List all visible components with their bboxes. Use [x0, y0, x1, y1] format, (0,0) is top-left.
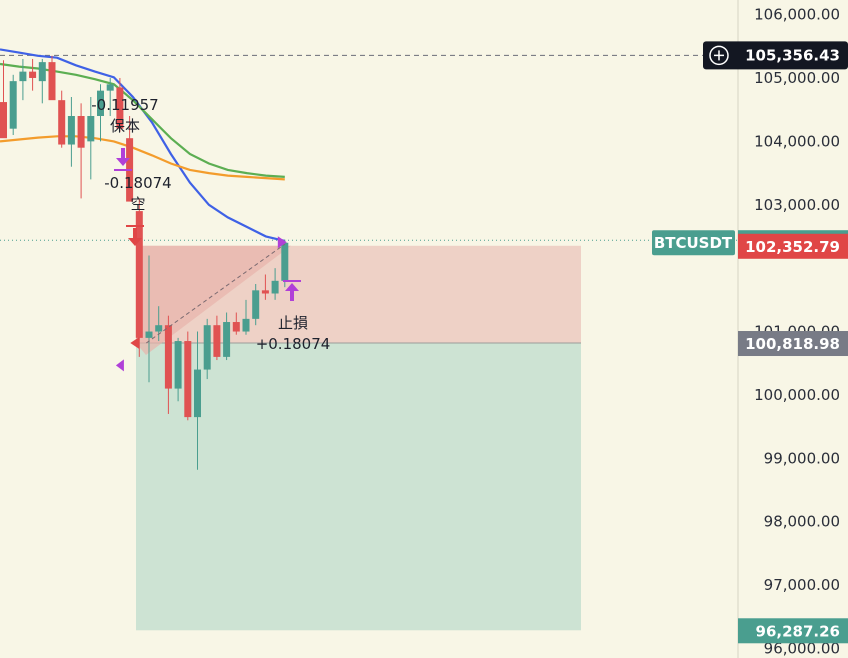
symbol-label-bg	[652, 230, 735, 256]
price-badge[interactable]: 96,287.26	[738, 618, 848, 644]
candle-body[interactable]	[203, 325, 211, 370]
stop-loss-arrow-icon	[285, 283, 299, 301]
candle-body[interactable]	[281, 242, 289, 281]
candle-body[interactable]	[242, 318, 250, 332]
annotation-breakeven-label: 保本	[110, 117, 140, 135]
moving-average-line-2	[0, 62, 285, 178]
candle-body[interactable]	[77, 116, 85, 148]
annotation-short-label: 空	[130, 195, 145, 213]
price-badge[interactable]: 105,356.43	[703, 41, 848, 70]
candle-body[interactable]	[223, 322, 231, 357]
price-badge-bg	[738, 618, 848, 644]
exit-marker-right	[277, 236, 287, 249]
candle-body[interactable]	[106, 84, 114, 91]
candle-body[interactable]	[252, 290, 260, 319]
candle-body[interactable]	[135, 211, 143, 338]
candle-body[interactable]	[19, 71, 27, 82]
price-badge[interactable]: 100,818.98	[738, 331, 848, 357]
short-entry-arrow-icon	[128, 228, 142, 246]
candle-body[interactable]	[38, 62, 46, 82]
annotation-breakeven-value: -0.11957	[91, 96, 158, 114]
candle-body[interactable]	[58, 100, 66, 145]
candle-body[interactable]	[174, 341, 182, 389]
moving-average-line-3	[0, 135, 285, 181]
candle-body[interactable]	[48, 62, 56, 101]
price-badge[interactable]: 102,352.79	[738, 233, 848, 259]
price-badge-value: 96,287.26	[756, 622, 840, 640]
candle-body[interactable]	[145, 331, 153, 338]
candle-body[interactable]	[87, 116, 95, 142]
price-badge-value: 102,352.79	[745, 238, 840, 256]
candle-body[interactable]	[184, 341, 192, 418]
candle-body[interactable]	[213, 325, 221, 357]
price-badge-value: 100,818.98	[745, 335, 840, 353]
exit-marker-left	[115, 359, 124, 372]
price-badge-bg	[738, 331, 848, 357]
y-tick-label: 96,000.00	[764, 639, 840, 657]
annotation-short-value: -0.18074	[104, 174, 171, 192]
symbol-label: BTCUSDT	[654, 234, 733, 252]
breakeven-arrow-icon	[116, 148, 130, 166]
candle-body[interactable]	[232, 322, 240, 332]
candle-body[interactable]	[97, 90, 104, 117]
take-profit-zone[interactable]	[136, 343, 581, 631]
y-tick-label: 104,000.00	[754, 132, 840, 150]
y-tick-label: 105,000.00	[754, 69, 840, 87]
candle-body[interactable]	[29, 71, 37, 78]
candle-body[interactable]	[164, 325, 172, 389]
y-tick-label: 100,000.00	[754, 386, 840, 404]
crosshair-price-badge-bg	[703, 41, 848, 70]
candle-body[interactable]	[155, 325, 163, 332]
annotation-stop-value: +0.18074	[256, 335, 331, 353]
y-tick-label: 99,000.00	[764, 449, 840, 467]
y-tick-label: 103,000.00	[754, 196, 840, 214]
candle-body[interactable]	[261, 290, 269, 294]
candle-body[interactable]	[271, 280, 279, 294]
candle-body[interactable]	[67, 116, 75, 145]
y-tick-label: 97,000.00	[764, 576, 840, 594]
candle-body[interactable]	[194, 369, 201, 418]
y-tick-label: 106,000.00	[754, 6, 840, 24]
price-badge-bg	[738, 233, 848, 259]
open-trade-fill	[136, 245, 291, 356]
add-alert-icon[interactable]	[709, 45, 729, 66]
crosshair-price-value: 105,356.43	[745, 46, 840, 64]
candle-body[interactable]	[116, 87, 124, 129]
annotation-stop-label: 止損	[278, 314, 308, 332]
trade-path-line	[146, 243, 286, 344]
entry-marker	[130, 337, 140, 350]
candle-body[interactable]	[0, 102, 7, 139]
y-tick-label: 98,000.00	[764, 513, 840, 531]
candle-body[interactable]	[9, 81, 17, 129]
